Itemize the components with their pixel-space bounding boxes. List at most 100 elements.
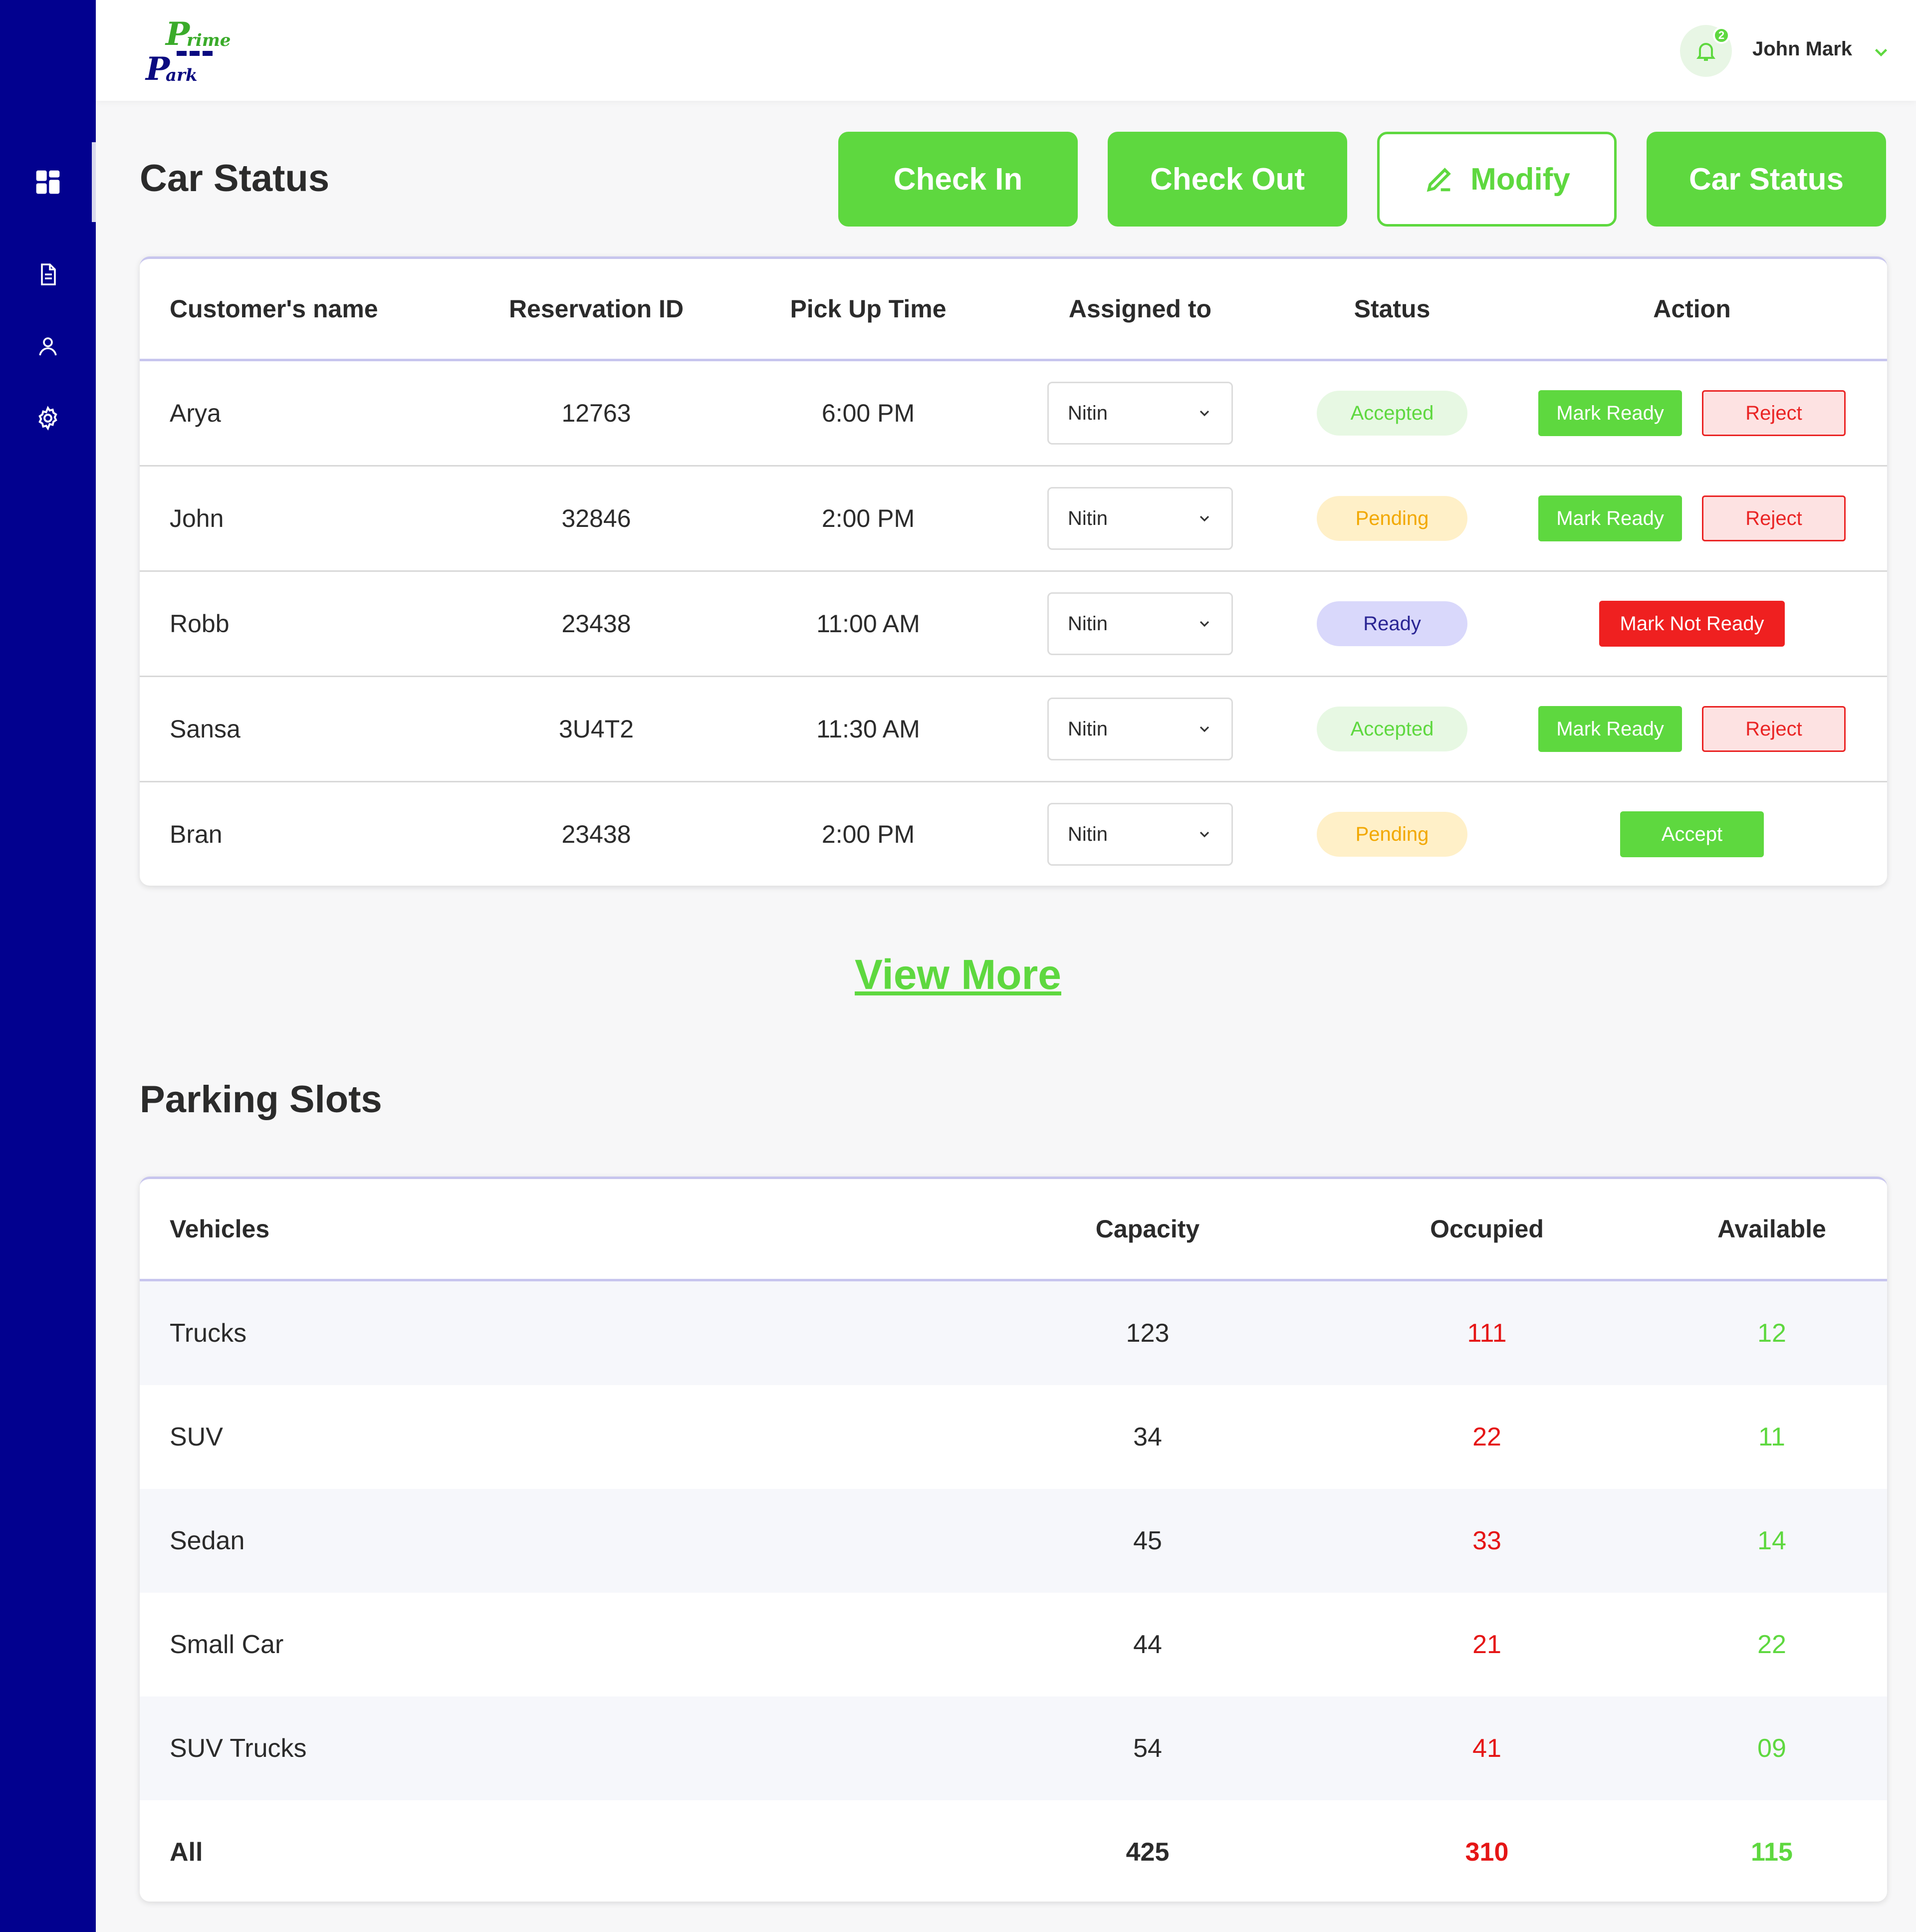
capacity-value: 54: [1133, 1734, 1162, 1763]
totals-row: All 425 310 115: [140, 1800, 1887, 1902]
check-out-button[interactable]: Check Out: [1108, 132, 1347, 227]
mark-ready-button[interactable]: Mark Ready: [1538, 706, 1682, 752]
document-icon[interactable]: [30, 256, 66, 292]
capacity-value: 123: [1126, 1319, 1170, 1348]
assigned-value: Nitin: [1068, 402, 1108, 424]
reservation-id: 23438: [561, 820, 631, 848]
customer-name: John: [170, 504, 224, 532]
column-header[interactable]: Assigned to: [1068, 295, 1212, 323]
assigned-value: Nitin: [1068, 823, 1108, 845]
table-row: Robb 23438 11:00 AM Nitin Ready Mark Not…: [140, 572, 1887, 677]
chevron-down-icon: [1199, 410, 1209, 417]
table-row: Sedan 45 33 14: [140, 1489, 1887, 1593]
reject-button[interactable]: Reject: [1702, 495, 1846, 541]
vehicle-type: All: [170, 1838, 203, 1867]
car-status-table-header: Customer's name Reservation ID Pick Up T…: [140, 259, 1887, 361]
prime-park-logo[interactable]: P rime P ark: [141, 15, 236, 90]
column-header[interactable]: Capacity: [1095, 1215, 1200, 1243]
customer-name: Arya: [170, 399, 221, 427]
assigned-select[interactable]: Nitin: [1047, 382, 1233, 445]
column-header[interactable]: Pick Up Time: [790, 295, 947, 323]
modify-button[interactable]: Modify: [1377, 132, 1617, 227]
occupied-value: 111: [1467, 1319, 1507, 1348]
occupied-value: 21: [1472, 1630, 1501, 1659]
reject-button[interactable]: Reject: [1702, 706, 1846, 752]
column-header[interactable]: Status: [1354, 295, 1431, 323]
svg-text:rime: rime: [187, 30, 231, 50]
check-in-button[interactable]: Check In: [838, 132, 1078, 227]
status-badge: Accepted: [1317, 391, 1467, 436]
reservation-id: 3U4T2: [558, 715, 634, 743]
column-header[interactable]: Occupied: [1430, 1215, 1544, 1243]
reservation-id: 23438: [561, 610, 631, 638]
available-value: 09: [1757, 1734, 1786, 1763]
reservation-id: 32846: [561, 504, 631, 532]
table-row: Bran 23438 2:00 PM Nitin Pending Accept: [140, 782, 1887, 886]
column-header[interactable]: Available: [1717, 1215, 1826, 1243]
occupied-value: 41: [1472, 1734, 1501, 1763]
capacity-value: 45: [1133, 1526, 1162, 1555]
assigned-value: Nitin: [1068, 612, 1108, 635]
assigned-select[interactable]: Nitin: [1047, 698, 1233, 760]
table-row: Small Car 44 21 22: [140, 1593, 1887, 1696]
status-badge: Accepted: [1317, 707, 1467, 751]
chevron-down-icon: [1199, 515, 1209, 522]
chevron-down-icon: [1199, 726, 1209, 732]
assigned-value: Nitin: [1068, 507, 1108, 529]
pickup-time: 6:00 PM: [821, 399, 915, 427]
chevron-down-icon: [1199, 621, 1209, 627]
settings-icon[interactable]: [30, 400, 66, 436]
mark-ready-button[interactable]: Mark Ready: [1538, 390, 1682, 436]
capacity-total: 425: [1126, 1838, 1170, 1867]
available-value: 14: [1757, 1526, 1786, 1555]
table-row: Trucks 123 111 12: [140, 1281, 1887, 1385]
sidebar-active-indicator: [92, 142, 96, 222]
vehicle-type: SUV: [170, 1423, 223, 1451]
column-header[interactable]: Vehicles: [170, 1215, 270, 1243]
available-value: 11: [1758, 1423, 1785, 1451]
bell-icon: [1696, 43, 1715, 61]
assigned-select[interactable]: Nitin: [1047, 487, 1233, 550]
capacity-value: 44: [1133, 1630, 1162, 1659]
vehicle-type: Sedan: [170, 1526, 245, 1555]
dashboard-icon[interactable]: [30, 164, 66, 200]
occupied-total: 310: [1465, 1838, 1509, 1867]
available-value: 22: [1757, 1630, 1786, 1659]
chevron-down-icon[interactable]: [1872, 43, 1890, 63]
svg-text:P: P: [145, 50, 171, 88]
svg-text:P: P: [165, 15, 191, 53]
customer-name: Robb: [170, 610, 230, 638]
mark-ready-button[interactable]: Mark Ready: [1538, 495, 1682, 541]
car-status-button[interactable]: Car Status: [1647, 132, 1886, 227]
view-more-link[interactable]: View More: [855, 951, 1061, 998]
chevron-down-icon: [1199, 831, 1209, 838]
vehicle-type: Trucks: [170, 1319, 247, 1348]
table-row: SUV Trucks 54 41 09: [140, 1696, 1887, 1800]
occupied-value: 33: [1472, 1526, 1501, 1555]
column-header[interactable]: Reservation ID: [508, 295, 684, 323]
pickup-time: 2:00 PM: [821, 820, 915, 848]
accept-button[interactable]: Accept: [1620, 811, 1764, 857]
pickup-time: 2:00 PM: [821, 504, 915, 532]
notification-badge: 2: [1713, 27, 1730, 44]
status-badge: Pending: [1317, 496, 1467, 541]
notification-button[interactable]: 2: [1680, 25, 1732, 77]
column-header[interactable]: Customer's name: [170, 295, 378, 323]
reject-button[interactable]: Reject: [1702, 390, 1846, 436]
column-header[interactable]: Action: [1653, 295, 1731, 323]
customer-name: Sansa: [170, 715, 240, 743]
table-row: Arya 12763 6:00 PM Nitin Accepted Mark R…: [140, 361, 1887, 467]
vehicle-type: Small Car: [170, 1630, 284, 1659]
assigned-select[interactable]: Nitin: [1047, 803, 1233, 866]
available-value: 12: [1757, 1319, 1786, 1348]
table-row: Sansa 3U4T2 11:30 AM Nitin Accepted Mark…: [140, 677, 1887, 782]
mark-not-ready-button[interactable]: Mark Not Ready: [1599, 601, 1785, 647]
available-total: 115: [1751, 1838, 1793, 1867]
user-menu-name[interactable]: John Mark: [1752, 38, 1853, 60]
car-status-table: Customer's name Reservation ID Pick Up T…: [140, 256, 1887, 886]
customer-name: Bran: [170, 820, 223, 848]
assigned-select[interactable]: Nitin: [1047, 592, 1233, 655]
parking-slots-table: Vehicles Capacity Occupied Available Tru…: [140, 1177, 1887, 1902]
pickup-time: 11:30 AM: [816, 715, 920, 743]
user-icon[interactable]: [30, 328, 66, 364]
